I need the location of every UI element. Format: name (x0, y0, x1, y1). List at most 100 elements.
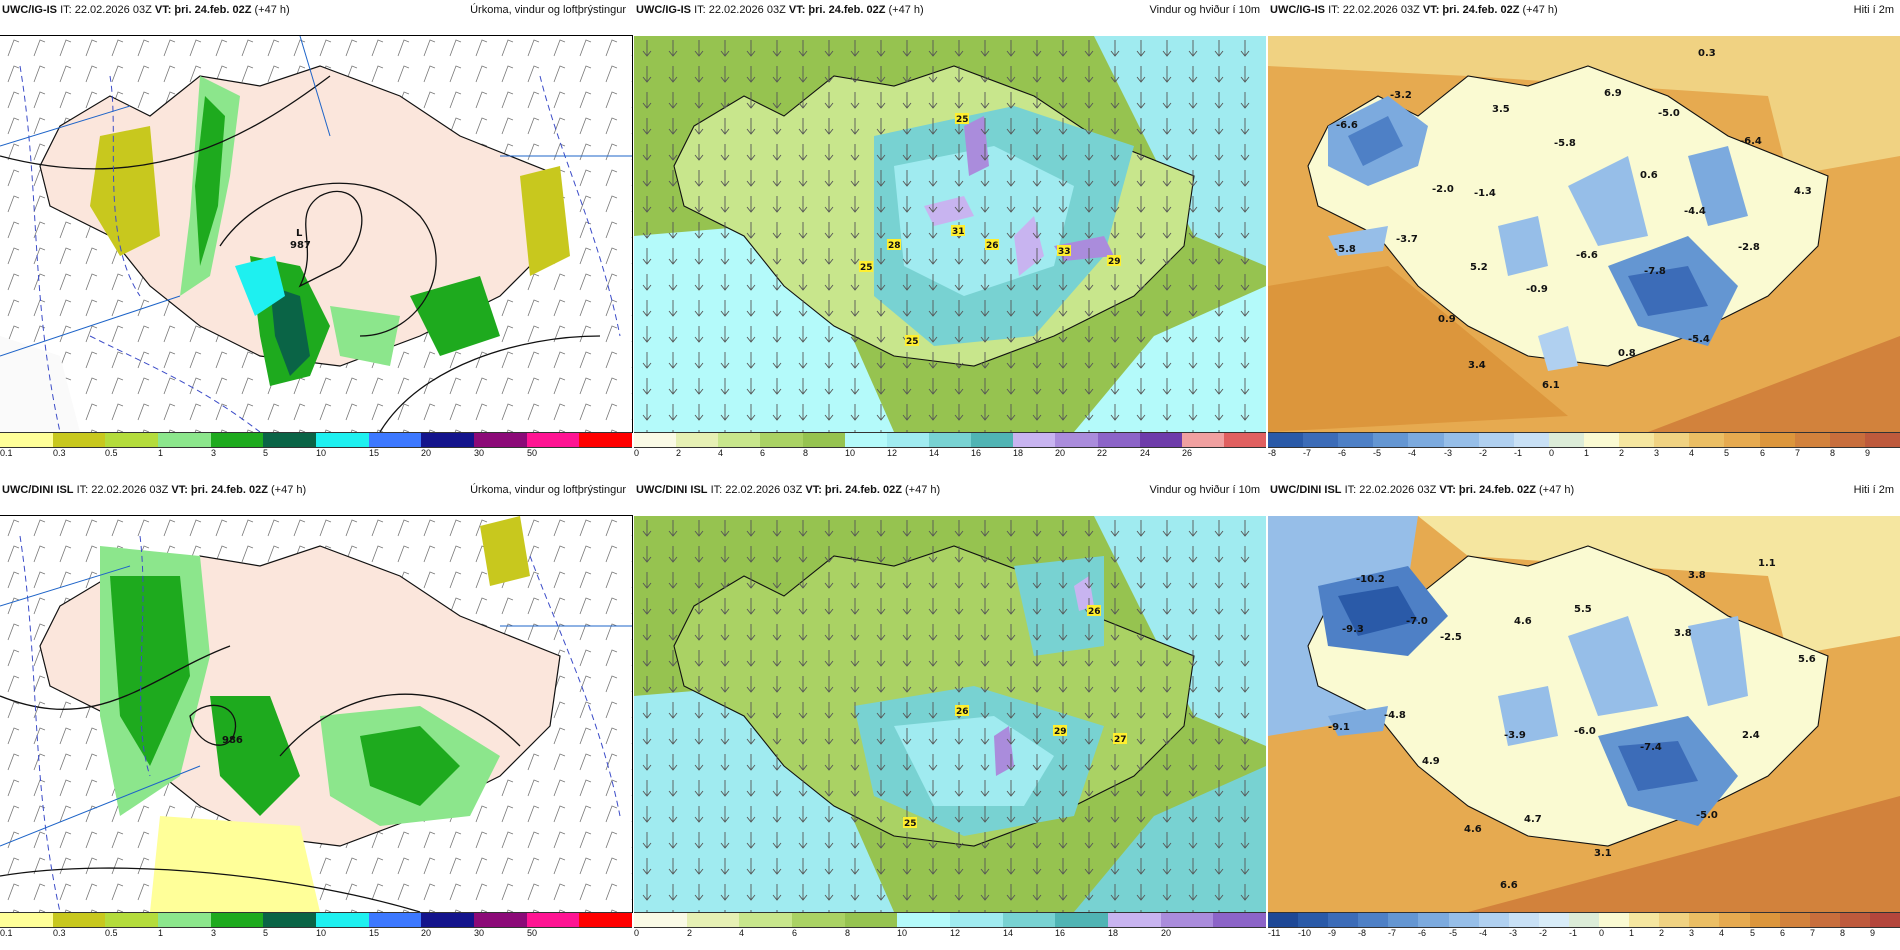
svg-text:-3.9: -3.9 (1504, 730, 1526, 741)
gust-badge: 29 (1107, 255, 1121, 267)
colorbar-tick-label: -8 (1268, 448, 1277, 458)
init-time: IT: 22.02.2026 03Z (694, 4, 786, 16)
colorbar-tick-label: 8 (845, 928, 851, 938)
colorbar-swatch (739, 913, 793, 927)
temperature-labels: -3.2 0.3 -6.6 3.5 6.9 -5.0 -5.8 -6.4 -2.… (1334, 48, 1812, 391)
svg-text:4.6: 4.6 (1514, 616, 1532, 627)
colorbar-swatch (1443, 433, 1479, 447)
colorbar-tick-label: 6 (760, 448, 766, 458)
wind-map: 26 26 29 27 25 (634, 516, 1266, 912)
valid-time: VT: þri. 24.feb. 02Z (154, 4, 252, 16)
colorbar-swatch (1298, 913, 1329, 927)
precipitation-map: L 987 (0, 35, 633, 433)
colorbar-tick-label: 5 (1724, 448, 1730, 458)
init-time: IT: 22.02.2026 03Z (1328, 4, 1420, 16)
colorbar-ticks: 0 2 4 6 8 10 12 14 16 18 20 22 24 26 (634, 448, 1266, 460)
gust-badge: 26 (985, 239, 999, 251)
svg-text:-4.8: -4.8 (1384, 710, 1406, 721)
colorbar-tick-label: 0.3 (53, 448, 66, 458)
coordinate-grid (0, 565, 632, 847)
panel-title: Vindur og hviður í 10m (1149, 484, 1260, 496)
panel-title: Hiti í 2m (1853, 4, 1894, 16)
low-pressure-value: 987 (290, 240, 311, 251)
lead-time: (+47 h) (1522, 4, 1558, 16)
colorbar-swatch (1794, 433, 1830, 447)
colorbar-ticks: 0.1 0.3 0.5 1 3 5 10 15 20 30 50 (0, 928, 632, 940)
colorbar-tick-label: 10 (897, 928, 908, 938)
svg-text:25: 25 (860, 263, 873, 273)
colorbar-swatch (1108, 913, 1161, 927)
colorbar-tick-label: 4 (739, 928, 745, 938)
lead-time: (+47 h) (1539, 484, 1575, 496)
svg-text:25: 25 (906, 337, 919, 347)
colorbar-swatch (158, 433, 211, 447)
colorbar-swatch (105, 433, 159, 447)
svg-text:2.4: 2.4 (1742, 730, 1760, 741)
colorbar-swatch (1002, 913, 1056, 927)
model-name: UWC/DINI ISL (636, 484, 708, 496)
colorbar-tick-label: 2 (676, 448, 682, 458)
panel-igis-precipitation: UWC/IG-IS IT: 22.02.2026 03Z VT: þri. 24… (0, 0, 633, 470)
svg-text:-10.2: -10.2 (1356, 574, 1385, 585)
colorbar-tick-label: 22 (1097, 448, 1108, 458)
colorbar-tick-label: 18 (1108, 928, 1119, 938)
colorbar-swatch (316, 913, 369, 927)
colorbar-tick-label: 7 (1810, 928, 1816, 938)
colorbar-swatch (1268, 433, 1304, 447)
svg-text:28: 28 (888, 241, 901, 251)
svg-text:-5.0: -5.0 (1658, 108, 1680, 119)
colorbar-tick-label: 10 (316, 448, 327, 458)
colorbar-swatch (886, 433, 929, 447)
valid-time: VT: þri. 24.feb. 02Z (805, 484, 902, 496)
colorbar-tick-label: 6 (1760, 448, 1766, 458)
colorbar-swatch (1654, 433, 1690, 447)
colorbar-swatch (368, 433, 422, 447)
colorbar-swatch (928, 433, 972, 447)
svg-text:-9.1: -9.1 (1328, 722, 1350, 733)
colorbar-tick-label: 3 (211, 928, 217, 938)
colorbar-swatch (1619, 433, 1655, 447)
panel-dini-temperature: UWC/DINI ISL IT: 22.02.2026 03Z VT: þri.… (1268, 480, 1900, 950)
panel-title: Vindur og hviður í 10m (1149, 4, 1260, 16)
svg-text:5.6: 5.6 (1798, 654, 1816, 665)
panel-header: UWC/IG-IS IT: 22.02.2026 03Z VT: þri. 24… (0, 0, 632, 20)
svg-text:31: 31 (952, 227, 965, 237)
panel-title: Úrkoma, vindur og loftþrýstingur (470, 4, 626, 16)
colorbar-tick-label: 0.1 (0, 448, 13, 458)
colorbar-swatch (210, 433, 264, 447)
colorbar-swatch (158, 913, 211, 927)
svg-text:-9.3: -9.3 (1342, 624, 1364, 635)
colorbar-swatch (368, 913, 422, 927)
lead-time: (+47 h) (254, 4, 290, 16)
svg-text:-2.5: -2.5 (1440, 632, 1462, 643)
init-time: IT: 22.02.2026 03Z (76, 484, 169, 496)
gust-badge: 28 (887, 239, 901, 251)
wind-colorbar (634, 432, 1267, 448)
colorbar-tick-label: 7 (1795, 448, 1801, 458)
colorbar-swatch (1055, 433, 1098, 447)
init-time: IT: 22.02.2026 03Z (710, 484, 803, 496)
svg-text:26: 26 (986, 241, 999, 251)
colorbar-tick-label: 4 (1689, 448, 1695, 458)
colorbar-tick-label: 1 (1584, 448, 1590, 458)
svg-text:3.8: 3.8 (1674, 628, 1692, 639)
low-pressure-letter: L (296, 228, 303, 239)
svg-text:4.9: 4.9 (1422, 756, 1440, 767)
colorbar-tick-label: -7 (1388, 928, 1397, 938)
colorbar-tick-label: 9 (1865, 448, 1871, 458)
colorbar-tick-label: 14 (1003, 928, 1014, 938)
colorbar-swatch (1538, 913, 1569, 927)
colorbar-tick-label: 50 (527, 928, 538, 938)
svg-text:6.1: 6.1 (1542, 380, 1560, 391)
colorbar-tick-label: -10 (1298, 928, 1312, 938)
colorbar-swatch (1508, 913, 1539, 927)
lead-time: (+47 h) (271, 484, 307, 496)
colorbar-swatch (1829, 433, 1865, 447)
colorbar-ticks: 0 2 4 6 8 10 12 14 16 18 20 (634, 928, 1266, 940)
colorbar-swatch (634, 433, 677, 447)
colorbar-swatch (526, 913, 580, 927)
colorbar-tick-label: -8 (1358, 928, 1367, 938)
svg-text:25: 25 (956, 115, 969, 125)
colorbar-tick-label: 14 (929, 448, 940, 458)
svg-text:29: 29 (1054, 727, 1067, 737)
